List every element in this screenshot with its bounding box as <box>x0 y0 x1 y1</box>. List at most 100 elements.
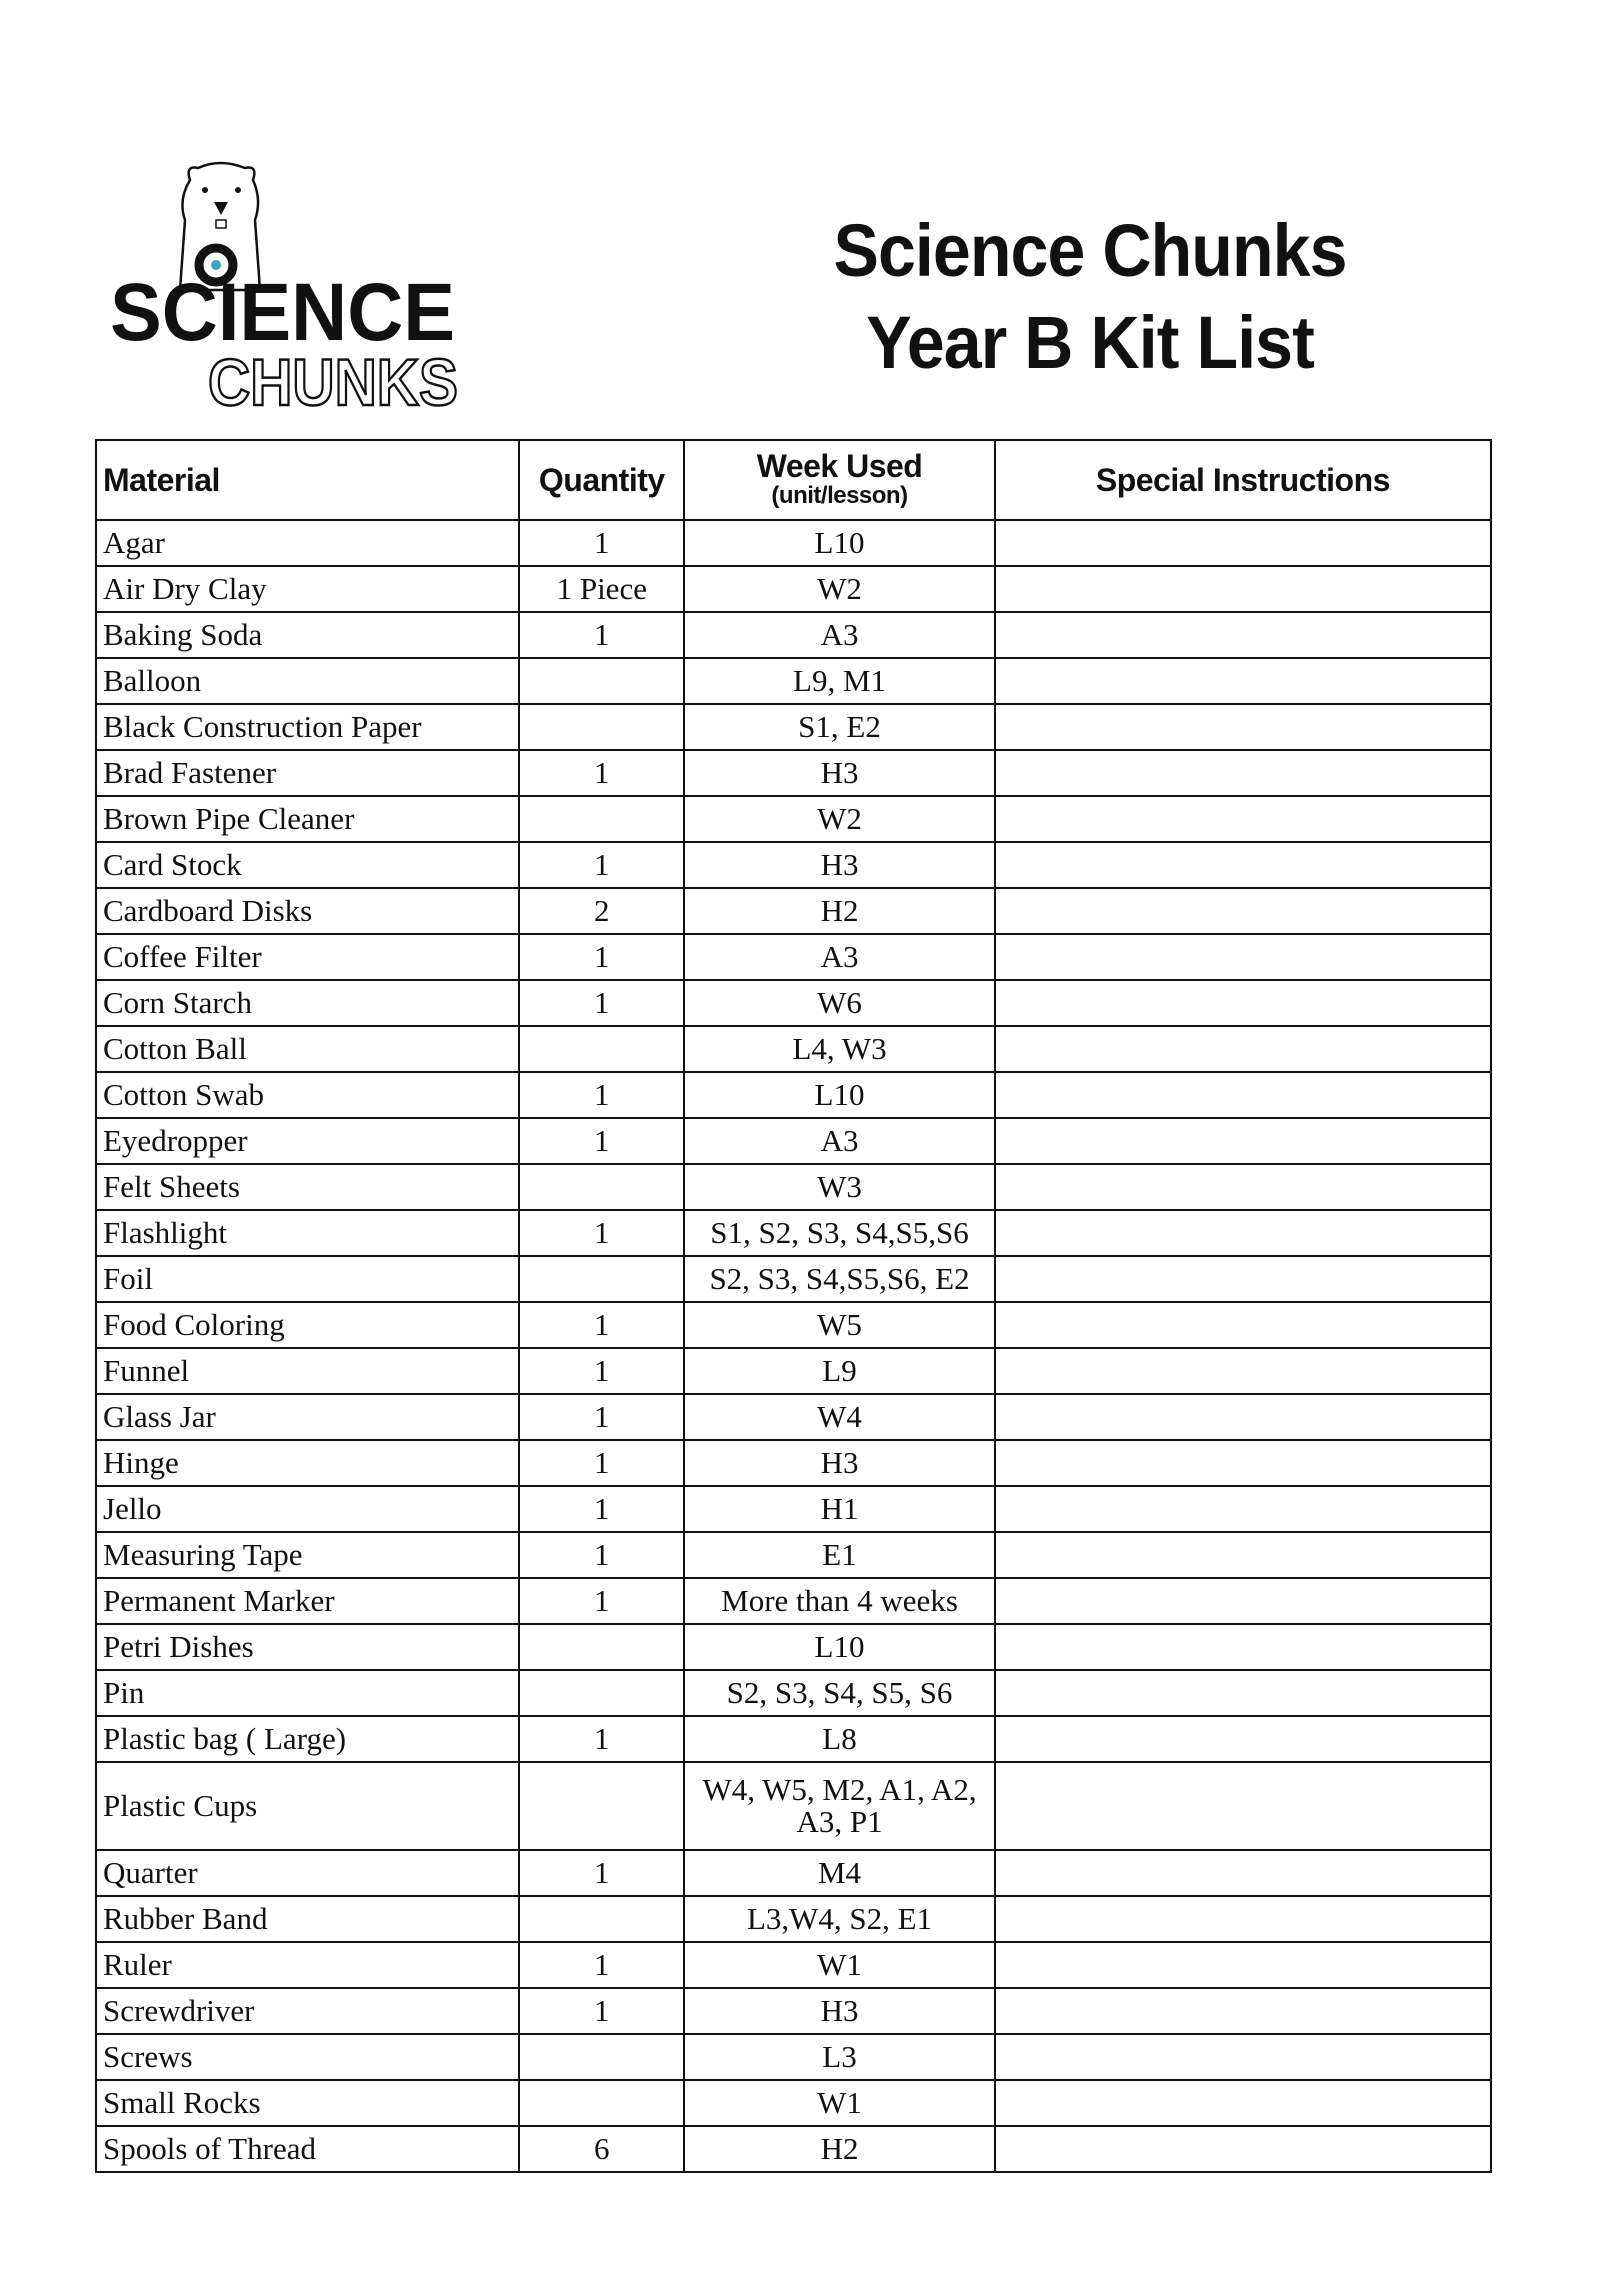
cell-quantity <box>518 795 686 843</box>
cell-special-instructions <box>993 1025 1493 1073</box>
cell-special-instructions <box>993 1439 1493 1487</box>
table-row: Card Stock 1 H3 <box>94 841 1493 889</box>
kit-list-table: Material Quantity Week Used (unit/lesson)… <box>94 439 1493 2173</box>
cell-material: Plastic bag ( Large) <box>94 1715 521 1763</box>
science-chunks-logo: SCIENCE CHUNKS <box>110 160 490 435</box>
cell-quantity: 1 <box>518 979 686 1027</box>
cell-material: Agar <box>94 519 521 567</box>
table-row: Flashlight 1 S1, S2, S3, S4,S5,S6 <box>94 1209 1493 1257</box>
cell-quantity <box>518 2079 686 2127</box>
cell-quantity: 1 <box>518 1301 686 1349</box>
cell-week-used: W5 <box>683 1301 996 1349</box>
table-row: Black Construction Paper S1, E2 <box>94 703 1493 751</box>
table-row: Food Coloring 1 W5 <box>94 1301 1493 1349</box>
cell-special-instructions <box>993 1393 1493 1441</box>
cell-material: Balloon <box>94 657 521 705</box>
cell-special-instructions <box>993 1669 1493 1717</box>
cell-material: Black Construction Paper <box>94 703 521 751</box>
cell-special-instructions <box>993 749 1493 797</box>
cell-special-instructions <box>993 1117 1493 1165</box>
cell-material: Screws <box>94 2033 521 2081</box>
cell-quantity: 1 <box>518 1347 686 1395</box>
table-row: Small Rocks W1 <box>94 2079 1493 2127</box>
table-row: Hinge 1 H3 <box>94 1439 1493 1487</box>
cell-material: Jello <box>94 1485 521 1533</box>
cell-week-used: A3 <box>683 611 996 659</box>
table-row: Rubber Band L3,W4, S2, E1 <box>94 1895 1493 1943</box>
cell-special-instructions <box>993 841 1493 889</box>
cell-week-used: H2 <box>683 2125 996 2173</box>
cell-special-instructions <box>993 887 1493 935</box>
cell-quantity: 1 <box>518 1439 686 1487</box>
polar-bear-with-magnifier-icon: SCIENCE CHUNKS <box>110 161 459 420</box>
cell-week-used: A3 <box>683 933 996 981</box>
table-row: Cotton Ball L4, W3 <box>94 1025 1493 1073</box>
cell-quantity: 1 <box>518 841 686 889</box>
header-week-used: Week Used (unit/lesson) <box>683 439 996 521</box>
table-row: Cardboard Disks 2 H2 <box>94 887 1493 935</box>
cell-quantity: 1 <box>518 749 686 797</box>
cell-quantity: 1 <box>518 1577 686 1625</box>
table-row: Brown Pipe Cleaner W2 <box>94 795 1493 843</box>
cell-special-instructions <box>993 1761 1493 1851</box>
cell-quantity: 1 <box>518 1209 686 1257</box>
cell-special-instructions <box>993 1715 1493 1763</box>
cell-material: Plastic Cups <box>94 1761 521 1851</box>
cell-quantity: 1 <box>518 1715 686 1763</box>
header-material: Material <box>94 439 521 521</box>
cell-quantity <box>518 1669 686 1717</box>
table-row: Quarter 1 M4 <box>94 1849 1493 1897</box>
table-row: Permanent Marker 1 More than 4 weeks <box>94 1577 1493 1625</box>
table-row: Spools of Thread 6 H2 <box>94 2125 1493 2173</box>
logo-text-chunks: CHUNKS <box>208 345 458 419</box>
title-line-2: Year B Kit List <box>866 301 1315 384</box>
cell-material: Card Stock <box>94 841 521 889</box>
cell-week-used: L3 <box>683 2033 996 2081</box>
cell-material: Flashlight <box>94 1209 521 1257</box>
cell-week-used: L9, M1 <box>683 657 996 705</box>
table-row: Glass Jar 1 W4 <box>94 1393 1493 1441</box>
cell-special-instructions <box>993 1071 1493 1119</box>
cell-quantity: 1 <box>518 1531 686 1579</box>
cell-material: Felt Sheets <box>94 1163 521 1211</box>
header-week-label: Week Used <box>756 448 923 484</box>
cell-material: Coffee Filter <box>94 933 521 981</box>
cell-week-used: L10 <box>683 1623 996 1671</box>
cell-special-instructions <box>993 979 1493 1027</box>
cell-special-instructions <box>993 1623 1493 1671</box>
cell-quantity: 1 <box>518 1071 686 1119</box>
table-row: Brad Fastener 1 H3 <box>94 749 1493 797</box>
header-special-instructions: Special Instructions <box>993 439 1493 521</box>
table-row: Measuring Tape 1 E1 <box>94 1531 1493 1579</box>
cell-week-used: More than 4 weeks <box>683 1577 996 1625</box>
cell-material: Cotton Ball <box>94 1025 521 1073</box>
table-row: Pin S2, S3, S4, S5, S6 <box>94 1669 1493 1717</box>
table-row: Felt Sheets W3 <box>94 1163 1493 1211</box>
cell-week-used: W1 <box>683 1941 996 1989</box>
cell-special-instructions <box>993 1255 1493 1303</box>
cell-material: Petri Dishes <box>94 1623 521 1671</box>
cell-week-used: A3 <box>683 1117 996 1165</box>
cell-quantity <box>518 1895 686 1943</box>
cell-material: Quarter <box>94 1849 521 1897</box>
cell-special-instructions <box>993 2125 1493 2173</box>
table-row: Corn Starch 1 W6 <box>94 979 1493 1027</box>
cell-quantity: 6 <box>518 2125 686 2173</box>
cell-special-instructions <box>993 565 1493 613</box>
cell-material: Hinge <box>94 1439 521 1487</box>
cell-week-used: L10 <box>683 1071 996 1119</box>
table-row: Plastic bag ( Large) 1 L8 <box>94 1715 1493 1763</box>
cell-quantity <box>518 1623 686 1671</box>
cell-material: Cotton Swab <box>94 1071 521 1119</box>
cell-quantity: 1 <box>518 933 686 981</box>
cell-week-used: W2 <box>683 565 996 613</box>
cell-week-used: H1 <box>683 1485 996 1533</box>
cell-quantity: 1 <box>518 1941 686 1989</box>
table-row: Funnel 1 L9 <box>94 1347 1493 1395</box>
logo-text-science: SCIENCE <box>110 267 455 358</box>
cell-special-instructions <box>993 1209 1493 1257</box>
cell-week-used: H3 <box>683 1439 996 1487</box>
cell-material: Small Rocks <box>94 2079 521 2127</box>
cell-quantity: 1 Piece <box>518 565 686 613</box>
table-header-row: Material Quantity Week Used (unit/lesson)… <box>94 439 1493 521</box>
